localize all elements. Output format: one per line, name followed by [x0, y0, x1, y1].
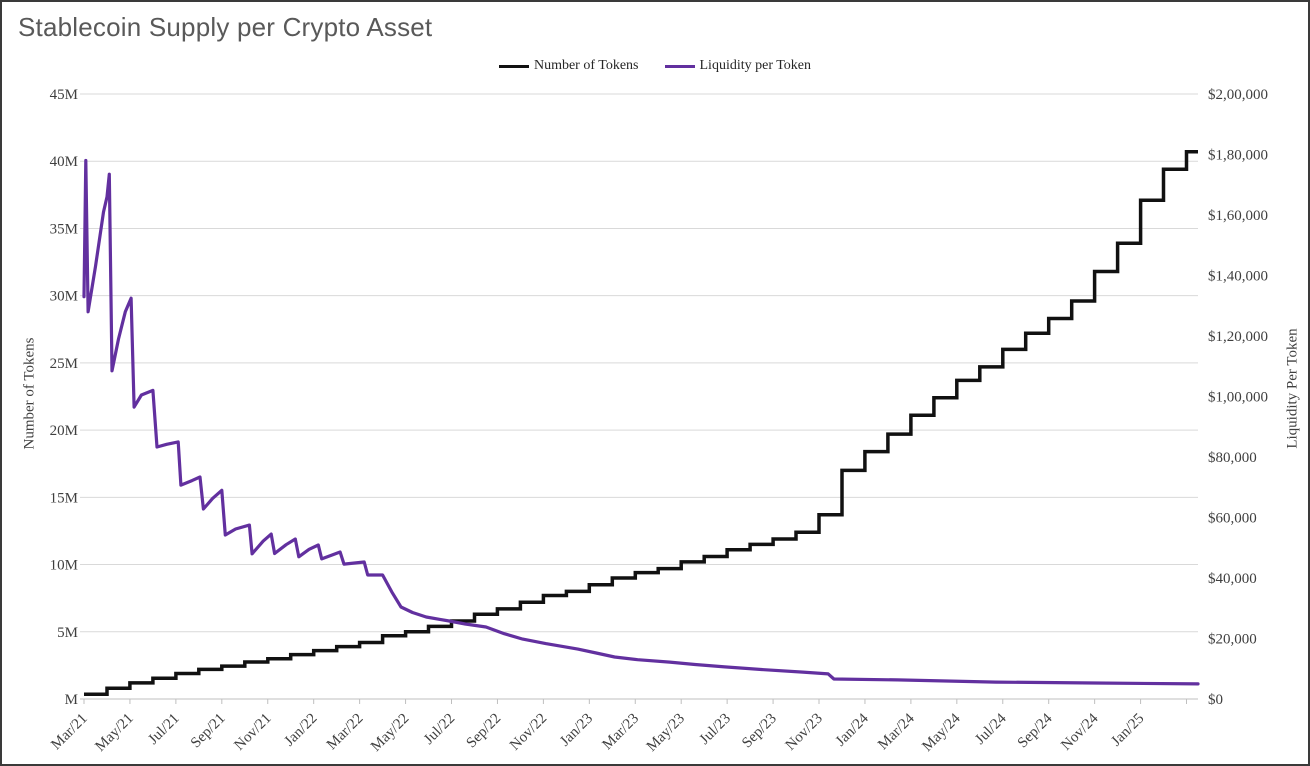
- y-left-tick-label: 45M: [50, 87, 78, 103]
- x-tick-label: Mar/22: [324, 711, 367, 754]
- x-tick-label: Jan/24: [833, 710, 872, 749]
- series-number-of-tokens: [84, 150, 1198, 697]
- y-right-tick-label: $0: [1208, 692, 1223, 708]
- y-right-tick-label: $2,00,000: [1208, 87, 1268, 103]
- y-left-tick-label: 5M: [57, 625, 78, 641]
- y-right-tick-label: $1,00,000: [1208, 390, 1268, 406]
- y-right-tick-label: $60,000: [1208, 511, 1257, 527]
- y-right-tick-label: $1,60,000: [1208, 208, 1268, 224]
- series-liquidity-per-token: [82, 158, 1200, 686]
- x-tick-label: Mar/24: [875, 710, 918, 753]
- x-tick-label: Sep/23: [739, 711, 780, 752]
- x-tick-label: Jul/21: [145, 711, 182, 748]
- y-right-tick-label: $1,40,000: [1208, 269, 1268, 285]
- legend-label-liquidity: Liquidity per Token: [699, 58, 812, 73]
- y-left-tick-label: 15M: [50, 490, 78, 506]
- legend-label-tokens: Number of Tokens: [533, 58, 639, 73]
- x-tick-label: Mar/21: [48, 711, 91, 754]
- x-tick-label: Jul/24: [972, 710, 1010, 748]
- y-left-tick-label: 40M: [50, 154, 78, 170]
- y-right-tick-label: $20,000: [1208, 632, 1257, 648]
- x-tick-label: Nov/22: [507, 711, 550, 754]
- x-tick-label: May/21: [92, 711, 136, 755]
- x-tick-label: Sep/22: [463, 711, 504, 752]
- y-left-tick-label: 20M: [50, 423, 78, 439]
- y-left-tick-label: M: [65, 692, 78, 708]
- x-tick-label: Sep/21: [188, 711, 229, 752]
- y-right-tick-label: $1,20,000: [1208, 329, 1268, 345]
- legend-swatch-liquidity-icon: [664, 64, 695, 68]
- x-tick-label: Jan/23: [557, 711, 596, 750]
- x-tick-label: Jul/23: [697, 711, 734, 748]
- x-tick-label: Jan/25: [1108, 711, 1147, 750]
- x-tick-label: Jul/22: [421, 711, 458, 748]
- y-right-tick-label: $1,80,000: [1208, 148, 1268, 164]
- legend-item-liquidity-per-token: Liquidity per Token: [664, 58, 812, 74]
- y-left-tick-label: 10M: [50, 558, 78, 574]
- x-tick-label: Mar/23: [600, 711, 643, 754]
- x-tick-label: Sep/24: [1015, 710, 1056, 751]
- legend-swatch-tokens-icon: [498, 64, 529, 68]
- x-tick-label: Nov/23: [783, 711, 826, 754]
- x-tick-label: Nov/24: [1058, 710, 1101, 753]
- x-tick-label: Nov/21: [231, 711, 274, 754]
- y-right-tick-label: $40,000: [1208, 571, 1257, 587]
- chart-title: Stablecoin Supply per Crypto Asset: [18, 12, 433, 42]
- legend: Number of Tokens Liquidity per Token: [2, 58, 1308, 74]
- legend-item-number-of-tokens: Number of Tokens: [498, 58, 639, 74]
- x-tick-label: May/23: [644, 711, 688, 755]
- x-tick-label: Jan/22: [282, 711, 321, 750]
- x-tick-label: May/24: [919, 710, 964, 755]
- y-right-tick-label: $80,000: [1208, 450, 1257, 466]
- y-left-tick-label: 25M: [50, 356, 78, 372]
- x-tick-label: May/22: [368, 711, 412, 755]
- y-left-tick-label: 30M: [50, 289, 78, 305]
- y-left-tick-label: 35M: [50, 221, 78, 237]
